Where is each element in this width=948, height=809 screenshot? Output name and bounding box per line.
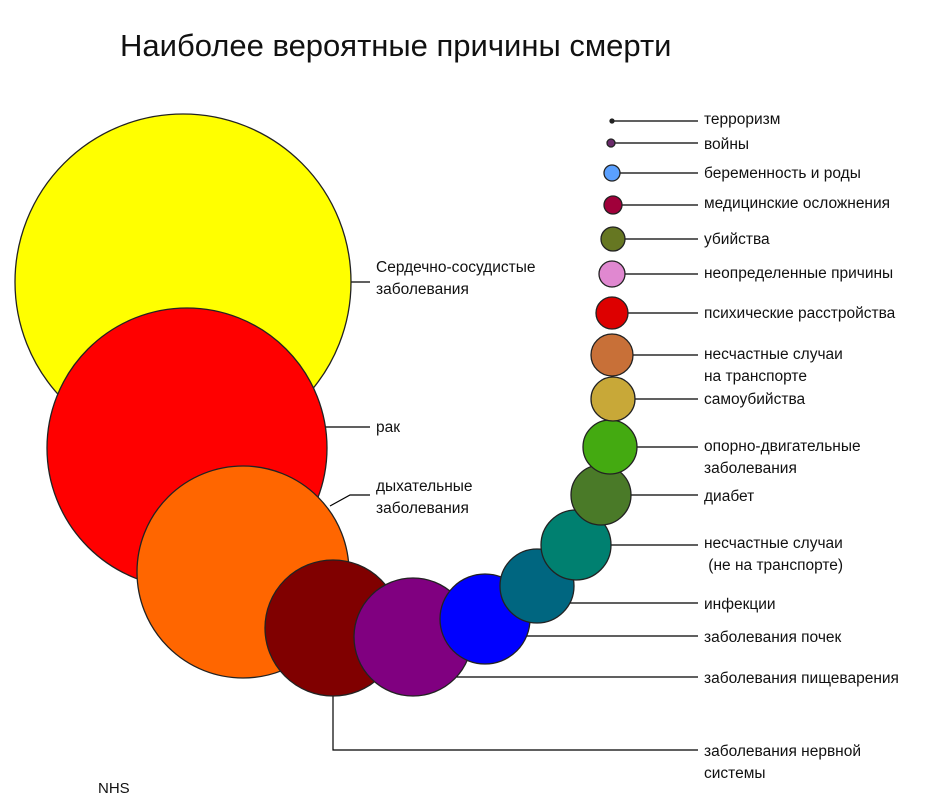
source-note: NHS [98,780,130,797]
cause-label: Сердечно-сосудистые заболевания [376,259,536,298]
cause-label: дыхательные заболевания [376,478,473,517]
cause-bubble [590,333,634,377]
cause-label-line: заболевания [704,460,797,477]
cause-label: терроризм [704,111,780,128]
cause-bubble [582,419,638,475]
cause-label-line: Сердечно-сосудистые [376,259,536,276]
cause-label-line: убийства [704,231,770,248]
cause-label-line: инфекции [704,596,776,613]
cause-label-line: медицинские осложнения [704,195,890,212]
cause-label-line: терроризм [704,111,780,128]
cause-label: психические расстройства [704,305,896,322]
cause-label: несчастные случаи (не на транспорте) [704,535,843,574]
cause-label: рак [376,419,400,436]
chart-title: Наиболее вероятные причины смерти [120,28,672,63]
cause-bubble [600,226,626,252]
cause-label: неопределенные причины [704,265,893,282]
cause-label-line: (не на транспорте) [704,557,843,574]
cause-label: заболевания пищеварения [704,670,899,687]
cause-bubble [606,138,616,148]
cause-label-line: заболевания пищеварения [704,670,899,687]
cause-label: несчастные случаи на транспорте [704,346,843,385]
cause-label: диабет [704,488,754,505]
leader-line [329,494,370,507]
cause-label-line: психические расстройства [704,305,896,322]
cause-label-line: заболевания [376,500,469,517]
cause-label-line: опорно-двигательные [704,438,861,455]
cause-label-line: дыхательные [376,478,473,495]
cause-bubble [595,296,629,330]
cause-label: заболевания нервной системы [704,743,861,782]
cause-label-line: на транспорте [704,368,807,385]
cause-bubble [570,464,632,526]
cause-label: войны [704,136,749,153]
cause-label: беременность и роды [704,165,861,182]
cause-label: опорно-двигательные заболевания [704,438,861,477]
cause-label-line: самоубийства [704,391,806,408]
cause-label-line: заболевания почек [704,629,842,646]
cause-label: медицинские осложнения [704,195,890,212]
cause-label: заболевания почек [704,629,842,646]
cause-label: инфекции [704,596,776,613]
leader-line [332,696,698,751]
cause-bubble [590,376,636,422]
cause-label-line: неопределенные причины [704,265,893,282]
cause-bubble [598,260,626,288]
cause-label-line: беременность и роды [704,165,861,182]
cause-label-line: рак [376,419,400,436]
cause-label-line: заболевания нервной [704,743,861,760]
cause-label-line: несчастные случаи [704,535,843,552]
cause-bubble [603,164,621,182]
cause-bubble [603,195,623,215]
cause-label-line: несчастные случаи [704,346,843,363]
cause-bubble [609,118,615,124]
cause-label-line: диабет [704,488,754,505]
cause-label-line: системы [704,765,766,782]
cause-label-line: заболевания [376,281,469,298]
cause-label: самоубийства [704,391,806,408]
cause-label: убийства [704,231,770,248]
cause-label-line: войны [704,136,749,153]
